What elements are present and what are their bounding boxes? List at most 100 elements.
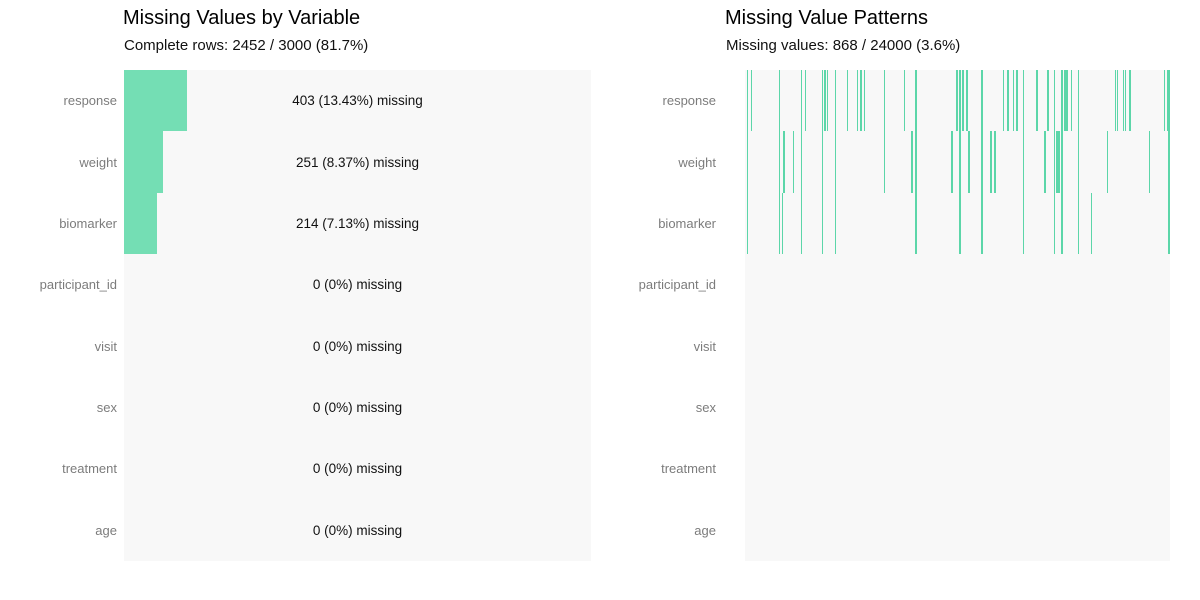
missing-line-weight: [968, 131, 970, 193]
missing-line-weight: [783, 131, 785, 193]
missing-line-response: [1114, 70, 1117, 132]
missing-line-weight: [822, 131, 824, 193]
missing-line-response: [1054, 70, 1056, 132]
missing-line-biomarker: [1023, 192, 1025, 255]
y-axis-label-biomarker: biomarker: [658, 215, 716, 231]
missing-line-weight: [1054, 131, 1056, 193]
missing-line-weight: [990, 131, 992, 193]
missing-line-biomarker: [1054, 192, 1056, 255]
missing-line-biomarker: [779, 192, 781, 255]
missing-line-weight: [1061, 131, 1063, 193]
missing-line-weight: [1056, 131, 1058, 193]
missing-line-weight: [1058, 131, 1060, 193]
y-axis-label-age: age: [95, 522, 117, 538]
y-axis-label-response: response: [63, 93, 117, 109]
missing-bar-weight: [124, 131, 164, 193]
missing-line-response: [826, 70, 829, 132]
y-axis-label-participant_id: participant_id: [638, 277, 716, 293]
missing-line-biomarker: [1091, 192, 1093, 255]
y-axis-label-age: age: [694, 522, 716, 538]
left-panel-title: Missing Values by Variable: [123, 7, 361, 29]
missing-line-biomarker: [915, 192, 917, 255]
missing-line-response: [1036, 70, 1038, 132]
missing-line-response: [1007, 70, 1009, 132]
missing-line-weight: [1077, 131, 1079, 193]
missing-line-response: [1016, 70, 1018, 132]
missing-line-weight: [951, 131, 953, 193]
y-axis-label-biomarker: biomarker: [59, 215, 117, 231]
missing-line-response: [884, 70, 886, 132]
missing-line-response: [746, 70, 749, 132]
missing-line-weight: [800, 131, 803, 193]
missing-line-biomarker: [981, 192, 983, 255]
missing-line-weight: [884, 131, 886, 193]
right-panel-title: Missing Value Patterns: [725, 7, 929, 29]
y-axis-label-visit: visit: [94, 338, 117, 354]
y-axis-label-sex: sex: [695, 400, 716, 416]
missing-line-weight: [915, 131, 917, 193]
missing-line-response: [1061, 70, 1063, 132]
y-axis-label-weight: weight: [678, 154, 716, 170]
missing-line-response: [966, 70, 968, 132]
missing-line-response: [800, 70, 803, 132]
missing-line-response: [860, 70, 862, 132]
missing-line-response: [864, 70, 866, 132]
missing-line-response: [1066, 70, 1068, 132]
missing-line-biomarker: [1061, 192, 1063, 255]
missing-line-weight: [746, 131, 749, 193]
missing-line-response: [1003, 70, 1005, 132]
left-panel-subtitle: Complete rows: 2452 / 3000 (81.7%): [124, 37, 369, 54]
missing-line-biomarker: [959, 192, 961, 255]
bar-annotation-biomarker: 214 (7.13%) missing: [295, 215, 420, 231]
missing-line-response: [1163, 70, 1166, 132]
missing-line-weight: [1106, 131, 1109, 193]
missing-line-response: [1116, 70, 1118, 132]
pattern-chart-plot-area: [745, 70, 1170, 561]
missing-line-response: [1071, 70, 1073, 132]
missing-line-weight: [911, 131, 913, 193]
missing-line-biomarker: [1077, 192, 1079, 255]
missing-line-biomarker: [822, 192, 824, 255]
missing-line-response: [1064, 70, 1066, 132]
missing-bar-biomarker: [124, 192, 158, 255]
bar-chart-plot-area: 403 (13.43%) missing 251 (8.37%) missing 2…: [124, 70, 591, 561]
missing-line-weight: [1023, 131, 1025, 193]
missing-line-response: [904, 70, 906, 132]
missing-line-response: [956, 70, 958, 132]
missing-line-weight: [1148, 131, 1150, 193]
missing-line-weight: [994, 131, 996, 193]
missing-bar-response: [124, 70, 187, 132]
missing-line-weight: [1168, 131, 1170, 193]
bar-annotation-response: 403 (13.43%) missing: [292, 93, 423, 109]
y-axis-label-treatment: treatment: [62, 461, 117, 477]
y-axis-label-response: response: [662, 93, 716, 109]
y-axis-label-sex: sex: [96, 400, 117, 416]
missing-line-weight: [779, 131, 781, 193]
right-panel-subtitle: Missing values: 868 / 24000 (3.6%): [726, 37, 961, 54]
missing-line-response: [959, 70, 961, 132]
y-axis-label-weight: weight: [79, 154, 117, 170]
missing-line-response: [962, 70, 964, 132]
missing-line-biomarker: [746, 192, 749, 255]
y-axis-label-participant_id: participant_id: [39, 277, 117, 293]
missing-line-response: [1123, 70, 1125, 132]
bar-annotation-visit: 0 (0%) missing: [312, 338, 403, 354]
missing-line-response: [856, 70, 859, 132]
missing-line-response: [1077, 70, 1079, 132]
missing-line-biomarker: [782, 192, 784, 255]
missing-line-biomarker: [800, 192, 803, 255]
missing-line-response: [822, 70, 824, 132]
missing-line-response: [1168, 70, 1170, 132]
missing-line-response: [981, 70, 983, 132]
missing-line-response: [779, 70, 781, 132]
y-axis-label-treatment: treatment: [661, 461, 716, 477]
missing-line-response: [1047, 70, 1049, 132]
y-axis-label-visit: visit: [693, 338, 716, 354]
missing-line-weight: [1044, 131, 1046, 193]
missing-line-response: [915, 70, 917, 132]
missing-line-response: [824, 70, 826, 132]
bar-annotation-weight: 251 (8.37%) missing: [295, 154, 420, 170]
